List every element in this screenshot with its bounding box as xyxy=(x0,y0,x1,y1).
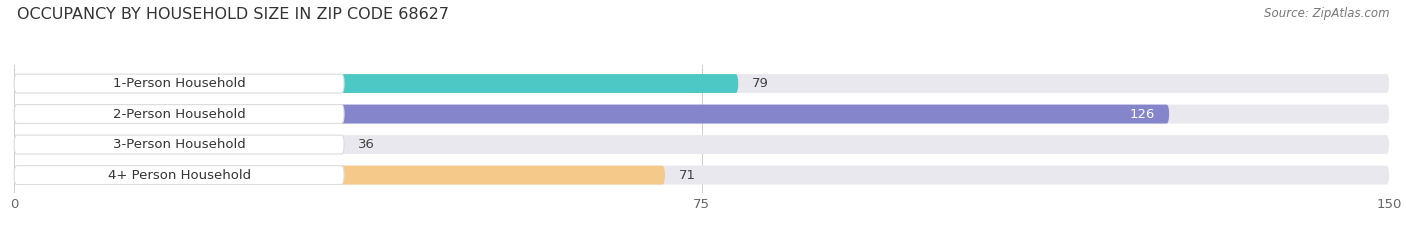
FancyBboxPatch shape xyxy=(14,74,344,93)
Text: OCCUPANCY BY HOUSEHOLD SIZE IN ZIP CODE 68627: OCCUPANCY BY HOUSEHOLD SIZE IN ZIP CODE … xyxy=(17,7,449,22)
Text: 126: 126 xyxy=(1130,108,1156,120)
FancyBboxPatch shape xyxy=(14,166,344,185)
Text: 4+ Person Household: 4+ Person Household xyxy=(107,169,250,182)
FancyBboxPatch shape xyxy=(14,135,344,154)
FancyBboxPatch shape xyxy=(14,135,344,154)
FancyBboxPatch shape xyxy=(14,74,1389,93)
FancyBboxPatch shape xyxy=(14,166,665,185)
Text: 3-Person Household: 3-Person Household xyxy=(112,138,246,151)
Text: 2-Person Household: 2-Person Household xyxy=(112,108,246,120)
Text: Source: ZipAtlas.com: Source: ZipAtlas.com xyxy=(1264,7,1389,20)
Text: 79: 79 xyxy=(752,77,769,90)
FancyBboxPatch shape xyxy=(14,105,1389,123)
FancyBboxPatch shape xyxy=(14,105,1170,123)
FancyBboxPatch shape xyxy=(14,105,344,123)
Text: 1-Person Household: 1-Person Household xyxy=(112,77,246,90)
Text: 71: 71 xyxy=(679,169,696,182)
FancyBboxPatch shape xyxy=(14,74,738,93)
Text: 36: 36 xyxy=(357,138,375,151)
FancyBboxPatch shape xyxy=(14,166,1389,185)
FancyBboxPatch shape xyxy=(14,135,1389,154)
